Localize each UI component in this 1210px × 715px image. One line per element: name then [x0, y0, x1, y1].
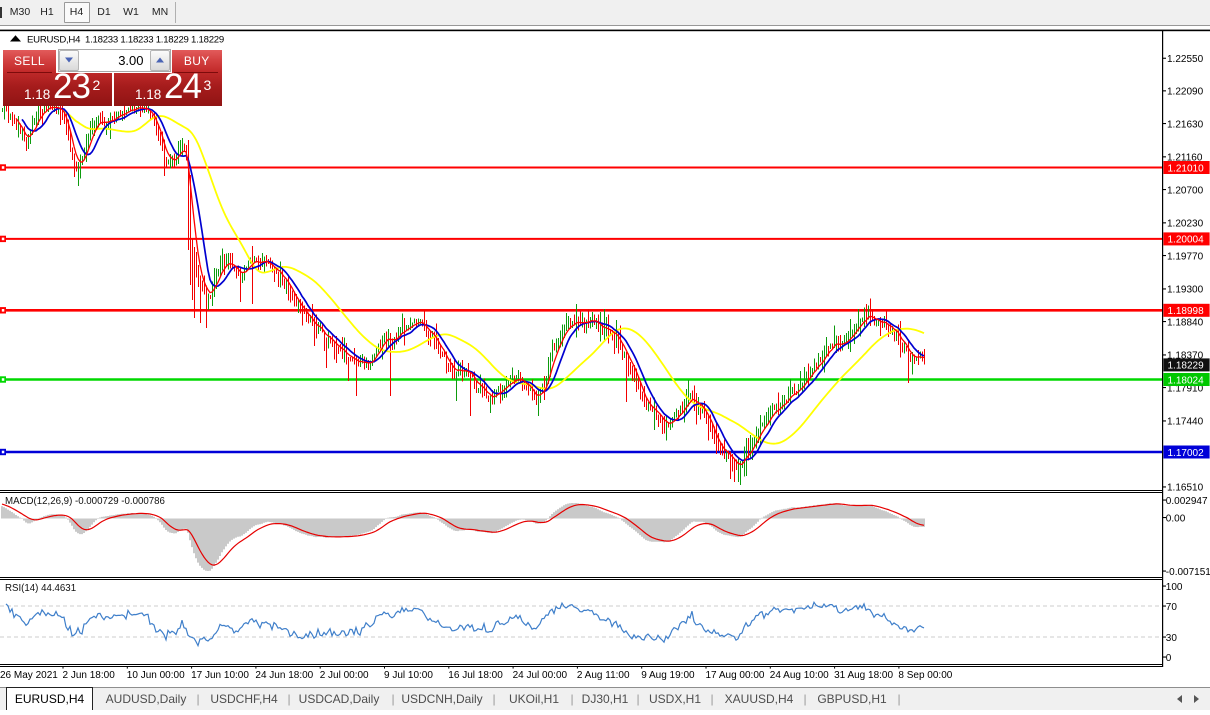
svg-text:31 Aug 18:00: 31 Aug 18:00 [834, 670, 893, 681]
svg-text:1.17440: 1.17440 [1167, 417, 1204, 428]
svg-text:1.20700: 1.20700 [1167, 185, 1204, 196]
svg-text:8 Sep 00:00: 8 Sep 00:00 [898, 670, 952, 681]
svg-text:30: 30 [1166, 633, 1178, 644]
svg-text:1.18229: 1.18229 [1168, 361, 1205, 372]
svg-text:17 Jun 10:00: 17 Jun 10:00 [191, 670, 249, 681]
svg-text:1.22090: 1.22090 [1167, 87, 1204, 98]
svg-text:1.21630: 1.21630 [1167, 119, 1204, 130]
svg-text:1.19770: 1.19770 [1167, 251, 1204, 262]
svg-text:24 Jun 18:00: 24 Jun 18:00 [255, 670, 313, 681]
svg-text:17 Aug 00:00: 17 Aug 00:00 [706, 670, 765, 681]
svg-text:RSI(14) 44.4631: RSI(14) 44.4631 [5, 583, 76, 594]
svg-text:2 Jul 00:00: 2 Jul 00:00 [320, 670, 369, 681]
svg-text:10 Jun 00:00: 10 Jun 00:00 [127, 670, 185, 681]
svg-text:1.20230: 1.20230 [1167, 219, 1204, 230]
svg-text:16 Jul 18:00: 16 Jul 18:00 [448, 670, 503, 681]
svg-text:2 Aug 11:00: 2 Aug 11:00 [577, 670, 630, 681]
svg-text:0: 0 [1166, 653, 1172, 664]
svg-text:24 Aug 10:00: 24 Aug 10:00 [770, 670, 829, 681]
svg-text:-0.007151: -0.007151 [1166, 567, 1210, 578]
svg-text:9 Jul 10:00: 9 Jul 10:00 [384, 670, 433, 681]
svg-text:0.002947: 0.002947 [1166, 496, 1208, 507]
svg-text:1.18370: 1.18370 [1167, 351, 1204, 362]
svg-text:EURUSD,H4 1.18233 1.18233 1.1: EURUSD,H4 1.18233 1.18233 1.18229 1.1822… [27, 34, 224, 45]
svg-text:1.19300: 1.19300 [1167, 285, 1204, 296]
svg-text:1.22550: 1.22550 [1167, 54, 1204, 65]
svg-text:1.21010: 1.21010 [1168, 163, 1205, 174]
svg-text:100: 100 [1166, 582, 1183, 593]
svg-text:24 Jul 00:00: 24 Jul 00:00 [513, 670, 568, 681]
svg-text:1.16510: 1.16510 [1167, 483, 1204, 494]
svg-text:2 Jun 18:00: 2 Jun 18:00 [63, 670, 116, 681]
svg-text:1.20004: 1.20004 [1168, 235, 1205, 246]
svg-text:1.17910: 1.17910 [1167, 383, 1204, 394]
svg-text:70: 70 [1166, 602, 1178, 613]
svg-text:26 May 2021: 26 May 2021 [0, 670, 58, 681]
svg-text:1.18024: 1.18024 [1168, 375, 1205, 386]
svg-text:1.17002: 1.17002 [1168, 448, 1205, 459]
svg-text:MACD(12,26,9) -0.000729 -0.000: MACD(12,26,9) -0.000729 -0.000786 [5, 496, 165, 507]
svg-text:1.18998: 1.18998 [1168, 306, 1205, 317]
svg-text:1.21160: 1.21160 [1167, 153, 1203, 164]
svg-text:0.00: 0.00 [1166, 513, 1186, 524]
svg-text:9 Aug 19:00: 9 Aug 19:00 [641, 670, 695, 681]
svg-text:1.18840: 1.18840 [1167, 317, 1204, 328]
